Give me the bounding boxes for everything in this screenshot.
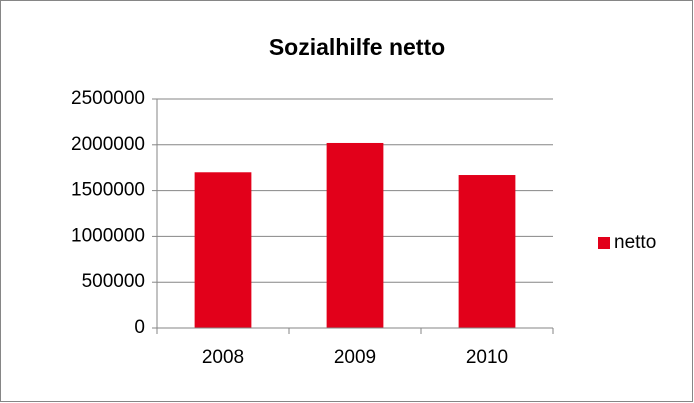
y-tick-label: 1000000 <box>71 225 145 246</box>
bar <box>458 175 516 328</box>
legend-label: netto <box>614 232 656 253</box>
y-tick-label: 0 <box>134 317 145 338</box>
y-tick-label: 2500000 <box>71 88 145 109</box>
chart-title: Sozialhilfe netto <box>269 34 445 60</box>
y-tick-label: 1500000 <box>71 180 145 201</box>
bar <box>194 172 252 328</box>
x-tick-label: 2008 <box>202 347 244 368</box>
bar <box>326 142 384 328</box>
y-tick-label: 500000 <box>82 271 145 292</box>
y-tick-label: 2000000 <box>71 134 145 155</box>
x-tick-label: 2009 <box>334 347 376 368</box>
legend-marker <box>598 237 610 249</box>
x-tick-label: 2010 <box>466 347 508 368</box>
